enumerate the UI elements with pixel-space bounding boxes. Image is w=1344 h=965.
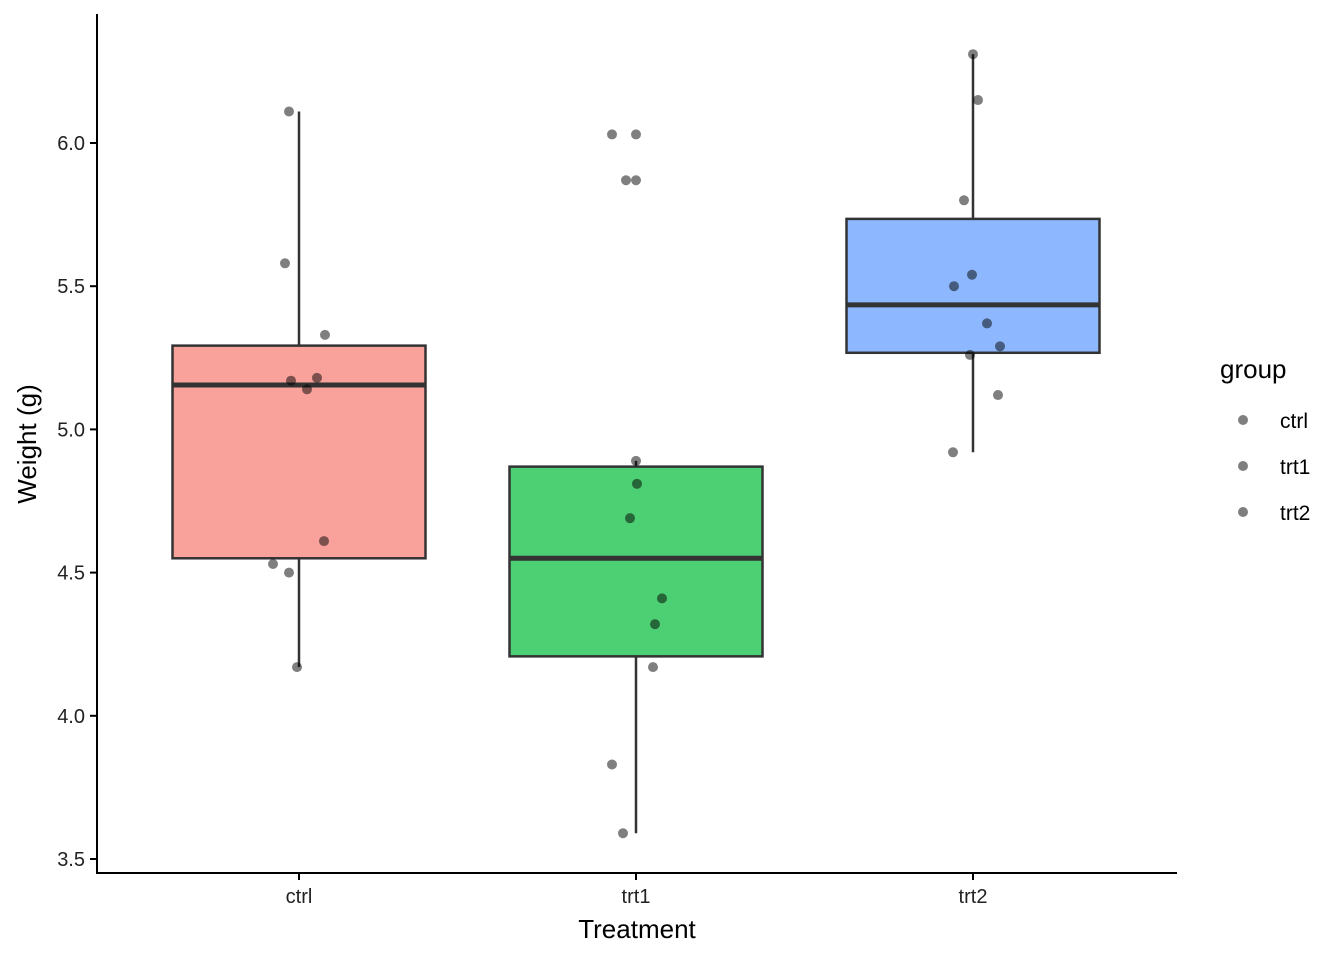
data-point-ctrl (292, 662, 302, 673)
x-tick-label: trt1 (622, 886, 651, 908)
data-point-ctrl (286, 375, 296, 386)
data-point-trt1 (632, 478, 642, 489)
data-point-trt1 (631, 455, 641, 466)
data-point-trt1 (607, 759, 617, 770)
data-point-ctrl (284, 567, 294, 578)
data-point-trt2 (995, 341, 1005, 352)
legend: group ctrl trt1 trt2 (1220, 354, 1310, 525)
x-tick-label: ctrl (286, 886, 313, 908)
x-axis-title: Treatment (578, 914, 696, 944)
data-point-trt2 (949, 281, 959, 292)
y-tick-label: 6.0 (57, 133, 85, 155)
data-point-trt2 (968, 49, 978, 60)
outlier-point (631, 175, 641, 186)
y-tick-label: 4.0 (57, 706, 85, 728)
legend-label-ctrl: ctrl (1280, 410, 1308, 433)
legend-key-ctrl (1238, 415, 1248, 425)
legend-title: group (1220, 354, 1287, 384)
x-axis-ticks: ctrl trt1 trt2 (286, 873, 988, 908)
y-tick-label: 3.5 (57, 849, 85, 871)
legend-label-trt2: trt2 (1280, 502, 1310, 525)
data-point-trt1 (648, 662, 658, 673)
box-trt1 (508, 465, 764, 658)
data-point-trt1 (618, 828, 628, 839)
boxes-layer (171, 54, 1101, 834)
y-tick-label: 5.5 (57, 276, 85, 298)
data-point-trt1 (621, 175, 631, 186)
points-layer (268, 49, 1005, 839)
data-point-trt2 (967, 269, 977, 280)
legend-key-trt2 (1238, 507, 1248, 517)
data-point-trt2 (948, 447, 958, 458)
data-point-ctrl (302, 384, 312, 395)
data-point-ctrl (312, 372, 322, 383)
data-point-trt2 (993, 390, 1003, 401)
outlier-point (631, 129, 641, 140)
data-point-ctrl (284, 106, 294, 117)
data-point-trt1 (607, 129, 617, 140)
data-point-ctrl (280, 258, 290, 269)
data-point-trt1 (650, 619, 660, 630)
data-point-trt2 (965, 349, 975, 360)
legend-label-trt1: trt1 (1280, 456, 1310, 479)
data-point-ctrl (320, 329, 330, 340)
y-tick-label: 4.5 (57, 563, 85, 585)
x-tick-label: trt2 (959, 886, 988, 908)
data-point-trt1 (657, 593, 667, 604)
y-axis-title: Weight (g) (12, 384, 42, 503)
y-tick-label: 5.0 (57, 419, 85, 441)
data-point-trt1 (625, 513, 635, 524)
data-point-trt2 (973, 95, 983, 106)
data-point-ctrl (268, 559, 278, 570)
box-ctrl (171, 344, 427, 560)
data-point-trt2 (982, 318, 992, 329)
box-trt2 (845, 217, 1101, 355)
data-point-ctrl (319, 536, 329, 547)
legend-key-trt1 (1238, 461, 1248, 471)
y-axis-ticks: 3.5 4.0 4.5 5.0 5.5 6.0 (57, 133, 97, 871)
data-point-trt2 (959, 195, 969, 206)
